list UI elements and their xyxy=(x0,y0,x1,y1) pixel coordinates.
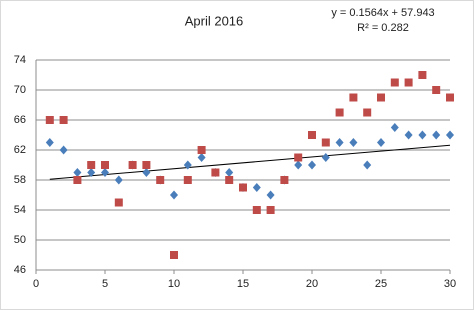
point xyxy=(321,138,330,147)
point xyxy=(280,176,289,184)
trendline xyxy=(49,144,451,180)
point xyxy=(377,93,385,102)
point xyxy=(363,160,372,170)
x-tick-label: 5 xyxy=(102,278,108,290)
point xyxy=(114,198,123,207)
point xyxy=(266,206,275,214)
point xyxy=(225,168,234,177)
point xyxy=(87,168,96,177)
point xyxy=(390,123,399,132)
point xyxy=(211,168,220,177)
point xyxy=(59,145,68,155)
point xyxy=(87,161,96,169)
y-tick-label: 74 xyxy=(14,54,26,66)
y-tick-label: 62 xyxy=(14,144,26,156)
point xyxy=(308,160,316,170)
point xyxy=(101,168,109,177)
point xyxy=(114,175,123,185)
point xyxy=(349,93,358,102)
y-tick-label: 70 xyxy=(14,84,26,96)
trend-r-squared: R² = 0.282 xyxy=(357,22,409,34)
point xyxy=(142,161,151,169)
point xyxy=(418,71,427,79)
point xyxy=(446,93,454,102)
point xyxy=(390,78,399,87)
x-tick-label: 0 xyxy=(33,278,39,290)
y-tick-label: 66 xyxy=(14,114,26,126)
point xyxy=(183,160,192,170)
point xyxy=(197,146,206,154)
point xyxy=(266,190,275,200)
y-tick-label: 54 xyxy=(14,204,26,216)
point xyxy=(404,130,413,140)
x-tick-label: 10 xyxy=(168,278,180,290)
point xyxy=(404,78,413,87)
point xyxy=(377,138,385,147)
point xyxy=(142,168,151,177)
point xyxy=(308,131,316,139)
chart-title: April 2016 xyxy=(185,13,244,28)
x-tick-label: 15 xyxy=(237,278,249,290)
point xyxy=(170,251,178,259)
point xyxy=(335,108,344,117)
point xyxy=(197,153,206,162)
x-tick-label: 20 xyxy=(306,278,318,290)
y-tick-label: 46 xyxy=(14,264,26,276)
point xyxy=(170,190,178,200)
trend-equation: y = 0.1564x + 57.943 xyxy=(331,7,434,19)
point xyxy=(73,176,82,184)
point xyxy=(363,108,372,117)
point xyxy=(45,116,54,124)
point xyxy=(156,176,165,184)
point xyxy=(45,138,54,147)
point xyxy=(294,160,303,170)
point xyxy=(101,161,109,169)
point xyxy=(432,130,441,140)
y-tick-label: 50 xyxy=(14,234,26,246)
point xyxy=(73,168,82,177)
y-tick-label: 58 xyxy=(14,174,26,186)
point xyxy=(128,161,137,169)
point xyxy=(349,138,358,147)
point xyxy=(321,153,330,162)
point xyxy=(335,138,344,147)
x-tick-label: 25 xyxy=(375,278,387,290)
point xyxy=(446,130,454,140)
point xyxy=(418,130,427,140)
point xyxy=(59,116,68,124)
point xyxy=(252,206,261,214)
point xyxy=(432,86,441,94)
point xyxy=(239,183,247,192)
point xyxy=(252,183,261,192)
point xyxy=(294,153,303,162)
point xyxy=(183,176,192,184)
x-tick-label: 30 xyxy=(444,278,456,290)
point xyxy=(225,176,234,184)
